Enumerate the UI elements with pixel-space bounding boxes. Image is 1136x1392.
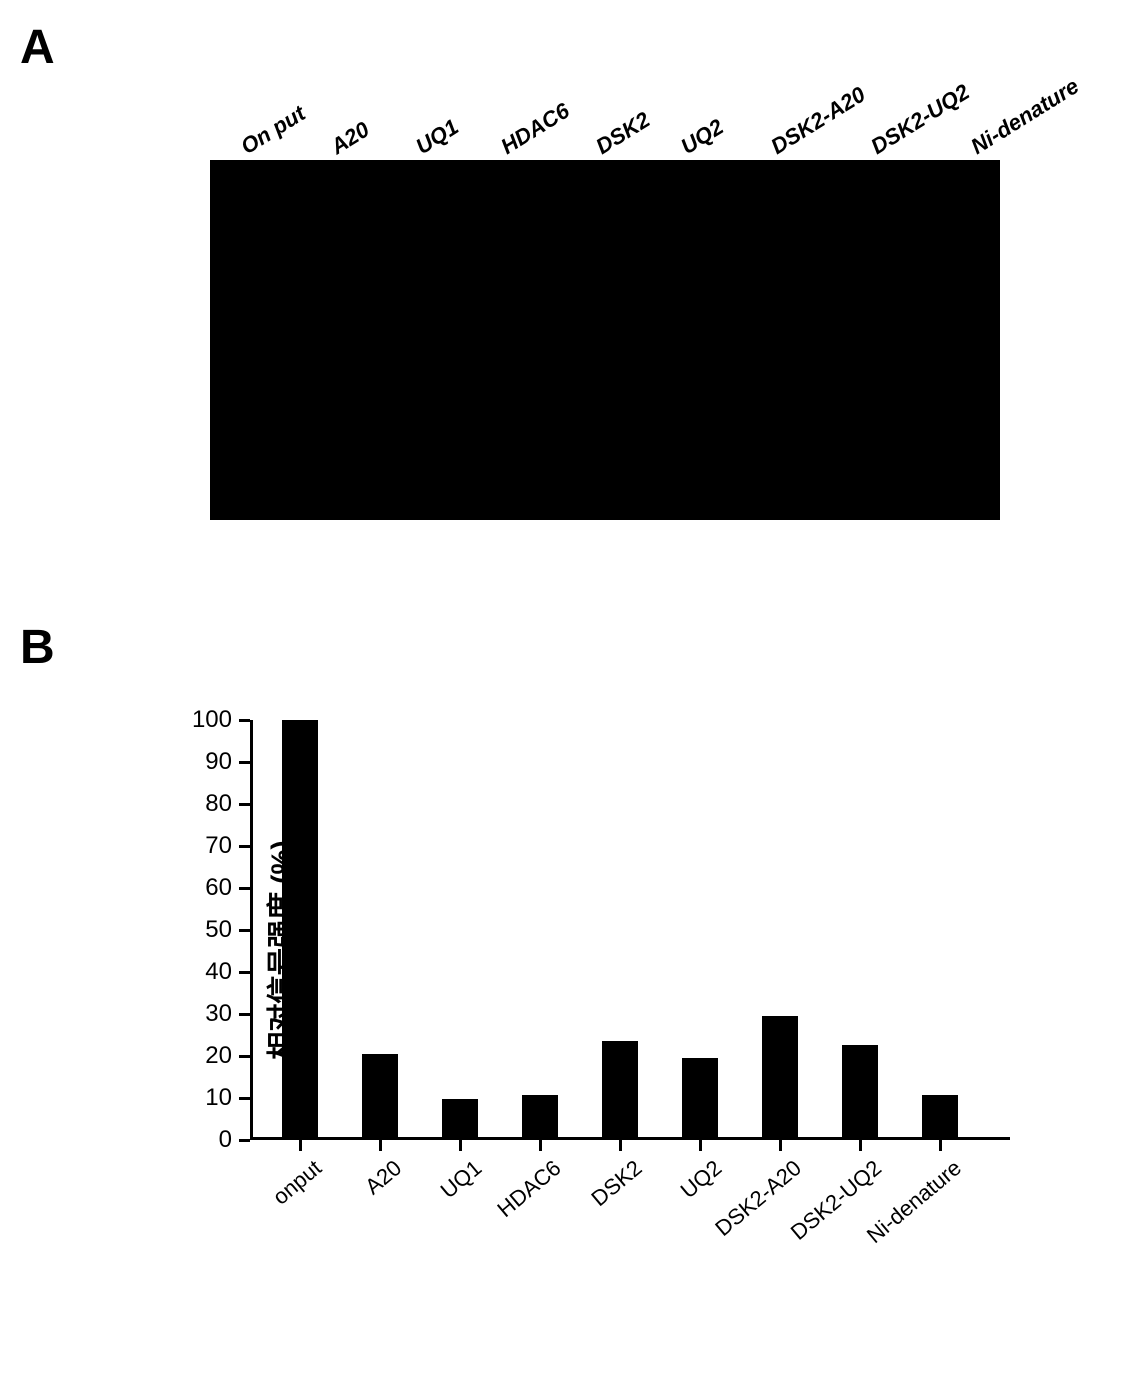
y-tick [239,971,250,974]
chart-bar [682,1058,718,1137]
x-tick [939,1140,942,1151]
y-tick [239,803,250,806]
y-tick-label: 20 [205,1042,232,1070]
x-tick-label: onput [268,1155,327,1210]
blot-lane-label: Ni-denature [966,73,1083,160]
blot-lane-label: DSK2-A20 [766,82,870,160]
blot-lane-label: On put [236,100,310,160]
y-tick-label: 90 [205,748,232,776]
y-tick [239,1055,250,1058]
y-tick [239,929,250,932]
y-tick [239,1013,250,1016]
x-tick-label: UQ2 [675,1155,726,1204]
x-tick-label: A20 [360,1155,407,1200]
blot-lane-label: DSK2 [591,107,655,160]
y-tick-label: 100 [192,706,232,734]
x-tick [779,1140,782,1151]
x-tick [299,1140,302,1151]
blot-image [210,160,1000,520]
chart-plot-area: 0102030405060708090100onputA20UQ1HDAC6DS… [250,720,1010,1140]
x-tick [379,1140,382,1151]
x-tick-label: UQ1 [435,1155,486,1204]
blot-lane-labels: On put A20 UQ1 HDAC6 DSK2 UQ2 DSK2-A20DSK2-UQ2… [190,40,1020,160]
panel-a-blot-container: On put A20 UQ1 HDAC6 DSK2 UQ2 DSK2-A20DSK2-UQ2… [190,40,1020,520]
chart-bar [362,1054,398,1137]
x-tick [539,1140,542,1151]
y-tick-label: 70 [205,832,232,860]
x-tick [699,1140,702,1151]
x-tick [859,1140,862,1151]
blot-lane-label: A20 [326,117,374,160]
panel-b-label: B [20,620,55,675]
y-tick-label: 30 [205,1000,232,1028]
chart-bar [442,1099,478,1137]
x-tick-label: HDAC6 [493,1155,567,1223]
y-tick-label: 40 [205,958,232,986]
chart-bar [842,1045,878,1137]
y-tick-label: 80 [205,790,232,818]
chart-bar [522,1095,558,1137]
y-tick-label: 0 [219,1126,232,1154]
chart-bar [282,720,318,1137]
chart-bar [762,1016,798,1137]
y-tick [239,887,250,890]
blot-lane-label: UQ1 [411,114,463,160]
y-tick [239,761,250,764]
y-tick-label: 50 [205,916,232,944]
panel-a-label: A [20,20,55,75]
y-tick [239,719,250,722]
blot-lane-label: HDAC6 [496,98,574,160]
y-tick [239,1097,250,1100]
y-tick [239,845,250,848]
x-tick-label: DSK2 [586,1155,647,1212]
chart-bar [602,1041,638,1137]
x-tick [459,1140,462,1151]
x-tick [619,1140,622,1151]
blot-lane-label: UQ2 [676,114,728,160]
y-axis-line [250,720,253,1140]
blot-lane-label: DSK2-UQ2 [866,79,974,160]
y-tick [239,1139,250,1142]
y-tick-label: 60 [205,874,232,902]
y-tick-label: 10 [205,1084,232,1112]
x-axis-line [250,1137,1010,1140]
panel-b-chart: 相对信号强度 (%) 0102030405060708090100onputA2… [130,700,1050,1320]
chart-bar [922,1095,958,1137]
